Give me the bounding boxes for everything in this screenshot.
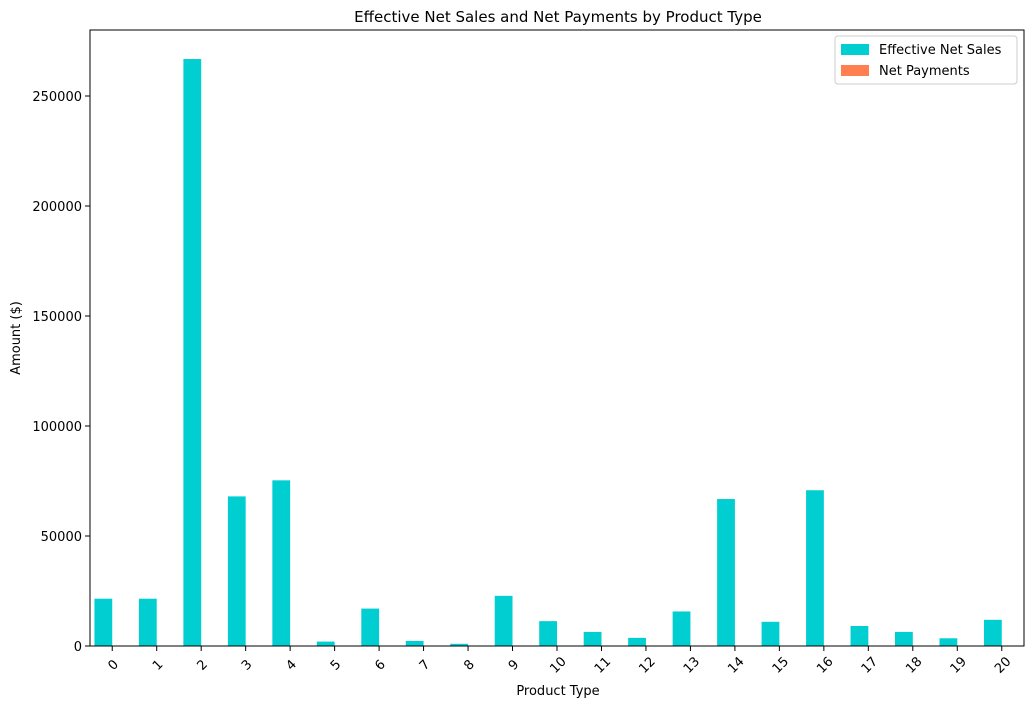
y-tick-label-1: 50000 xyxy=(41,530,82,545)
y-axis-label: Amount ($) xyxy=(9,301,24,375)
x-tick-label-6: 6 xyxy=(372,657,388,673)
x-tick-label-16: 16 xyxy=(814,654,836,676)
x-tick-label-15: 15 xyxy=(770,654,792,676)
bar-0-19 xyxy=(939,638,958,646)
y-tick-label-3: 150000 xyxy=(32,310,82,325)
x-axis-label: Product Type xyxy=(516,684,599,699)
x-tick-label-18: 18 xyxy=(903,654,925,676)
bar-0-18 xyxy=(895,631,913,646)
bar-0-14 xyxy=(717,499,735,646)
x-axis: 0 1 2 3 4 5 6 7 8 9 10 11 12 13 14 15 16 17 18 19 20 xyxy=(106,646,1014,677)
chart-title: Effective Net Sales and Net Payments by … xyxy=(354,8,762,26)
legend-label-1: Net Payments xyxy=(879,64,970,79)
x-tick-label-8: 8 xyxy=(461,657,477,673)
bar-0-5 xyxy=(316,641,335,646)
y-tick-label-2: 100000 xyxy=(32,420,82,435)
bar-0-7 xyxy=(405,640,424,646)
x-tick-label-9: 9 xyxy=(506,657,522,673)
x-tick-label-4: 4 xyxy=(283,657,299,673)
bar-0-2 xyxy=(183,59,202,647)
legend-label-0: Effective Net Sales xyxy=(879,43,1002,58)
series-0 xyxy=(94,59,1002,647)
bar-0-8 xyxy=(450,643,469,646)
bar-0-3 xyxy=(227,496,246,646)
x-tick-label-5: 5 xyxy=(328,657,344,673)
x-tick-label-20: 20 xyxy=(992,654,1014,676)
legend: Effective Net Sales Net Payments xyxy=(834,35,1018,85)
bar-0-1 xyxy=(138,598,157,646)
x-tick-label-11: 11 xyxy=(592,654,614,676)
bar-0-0 xyxy=(94,598,113,646)
bar-0-16 xyxy=(806,490,824,646)
x-tick-label-0: 0 xyxy=(106,657,122,673)
bar-0-17 xyxy=(850,625,869,646)
x-tick-label-14: 14 xyxy=(725,654,747,676)
x-tick-label-19: 19 xyxy=(948,654,970,676)
legend-swatch-0 xyxy=(841,44,869,55)
y-tick-label-5: 250000 xyxy=(32,90,82,105)
bar-0-9 xyxy=(494,595,513,646)
bar-0-4 xyxy=(272,480,291,646)
bar-0-15 xyxy=(761,621,780,646)
x-tick-label-7: 7 xyxy=(417,657,433,673)
x-tick-label-3: 3 xyxy=(239,657,255,673)
x-tick-label-2: 2 xyxy=(194,657,210,673)
y-tick-label-0: 0 xyxy=(74,640,82,655)
bar-0-20 xyxy=(983,619,1002,646)
bar-0-12 xyxy=(628,637,646,646)
bar-0-11 xyxy=(583,631,602,646)
x-tick-label-12: 12 xyxy=(636,654,658,676)
x-tick-label-10: 10 xyxy=(547,654,569,676)
legend-swatch-1 xyxy=(841,65,869,76)
x-tick-label-13: 13 xyxy=(681,654,703,676)
bar-0-13 xyxy=(672,611,691,646)
y-tick-label-4: 200000 xyxy=(32,200,82,215)
bar-0-6 xyxy=(361,608,380,646)
x-tick-label-1: 1 xyxy=(150,657,166,673)
x-tick-label-17: 17 xyxy=(859,654,881,676)
bar-0-10 xyxy=(539,621,557,646)
legend-box xyxy=(834,35,1018,85)
y-axis: 0 50000 100000 150000 200000 250000 xyxy=(32,90,90,655)
